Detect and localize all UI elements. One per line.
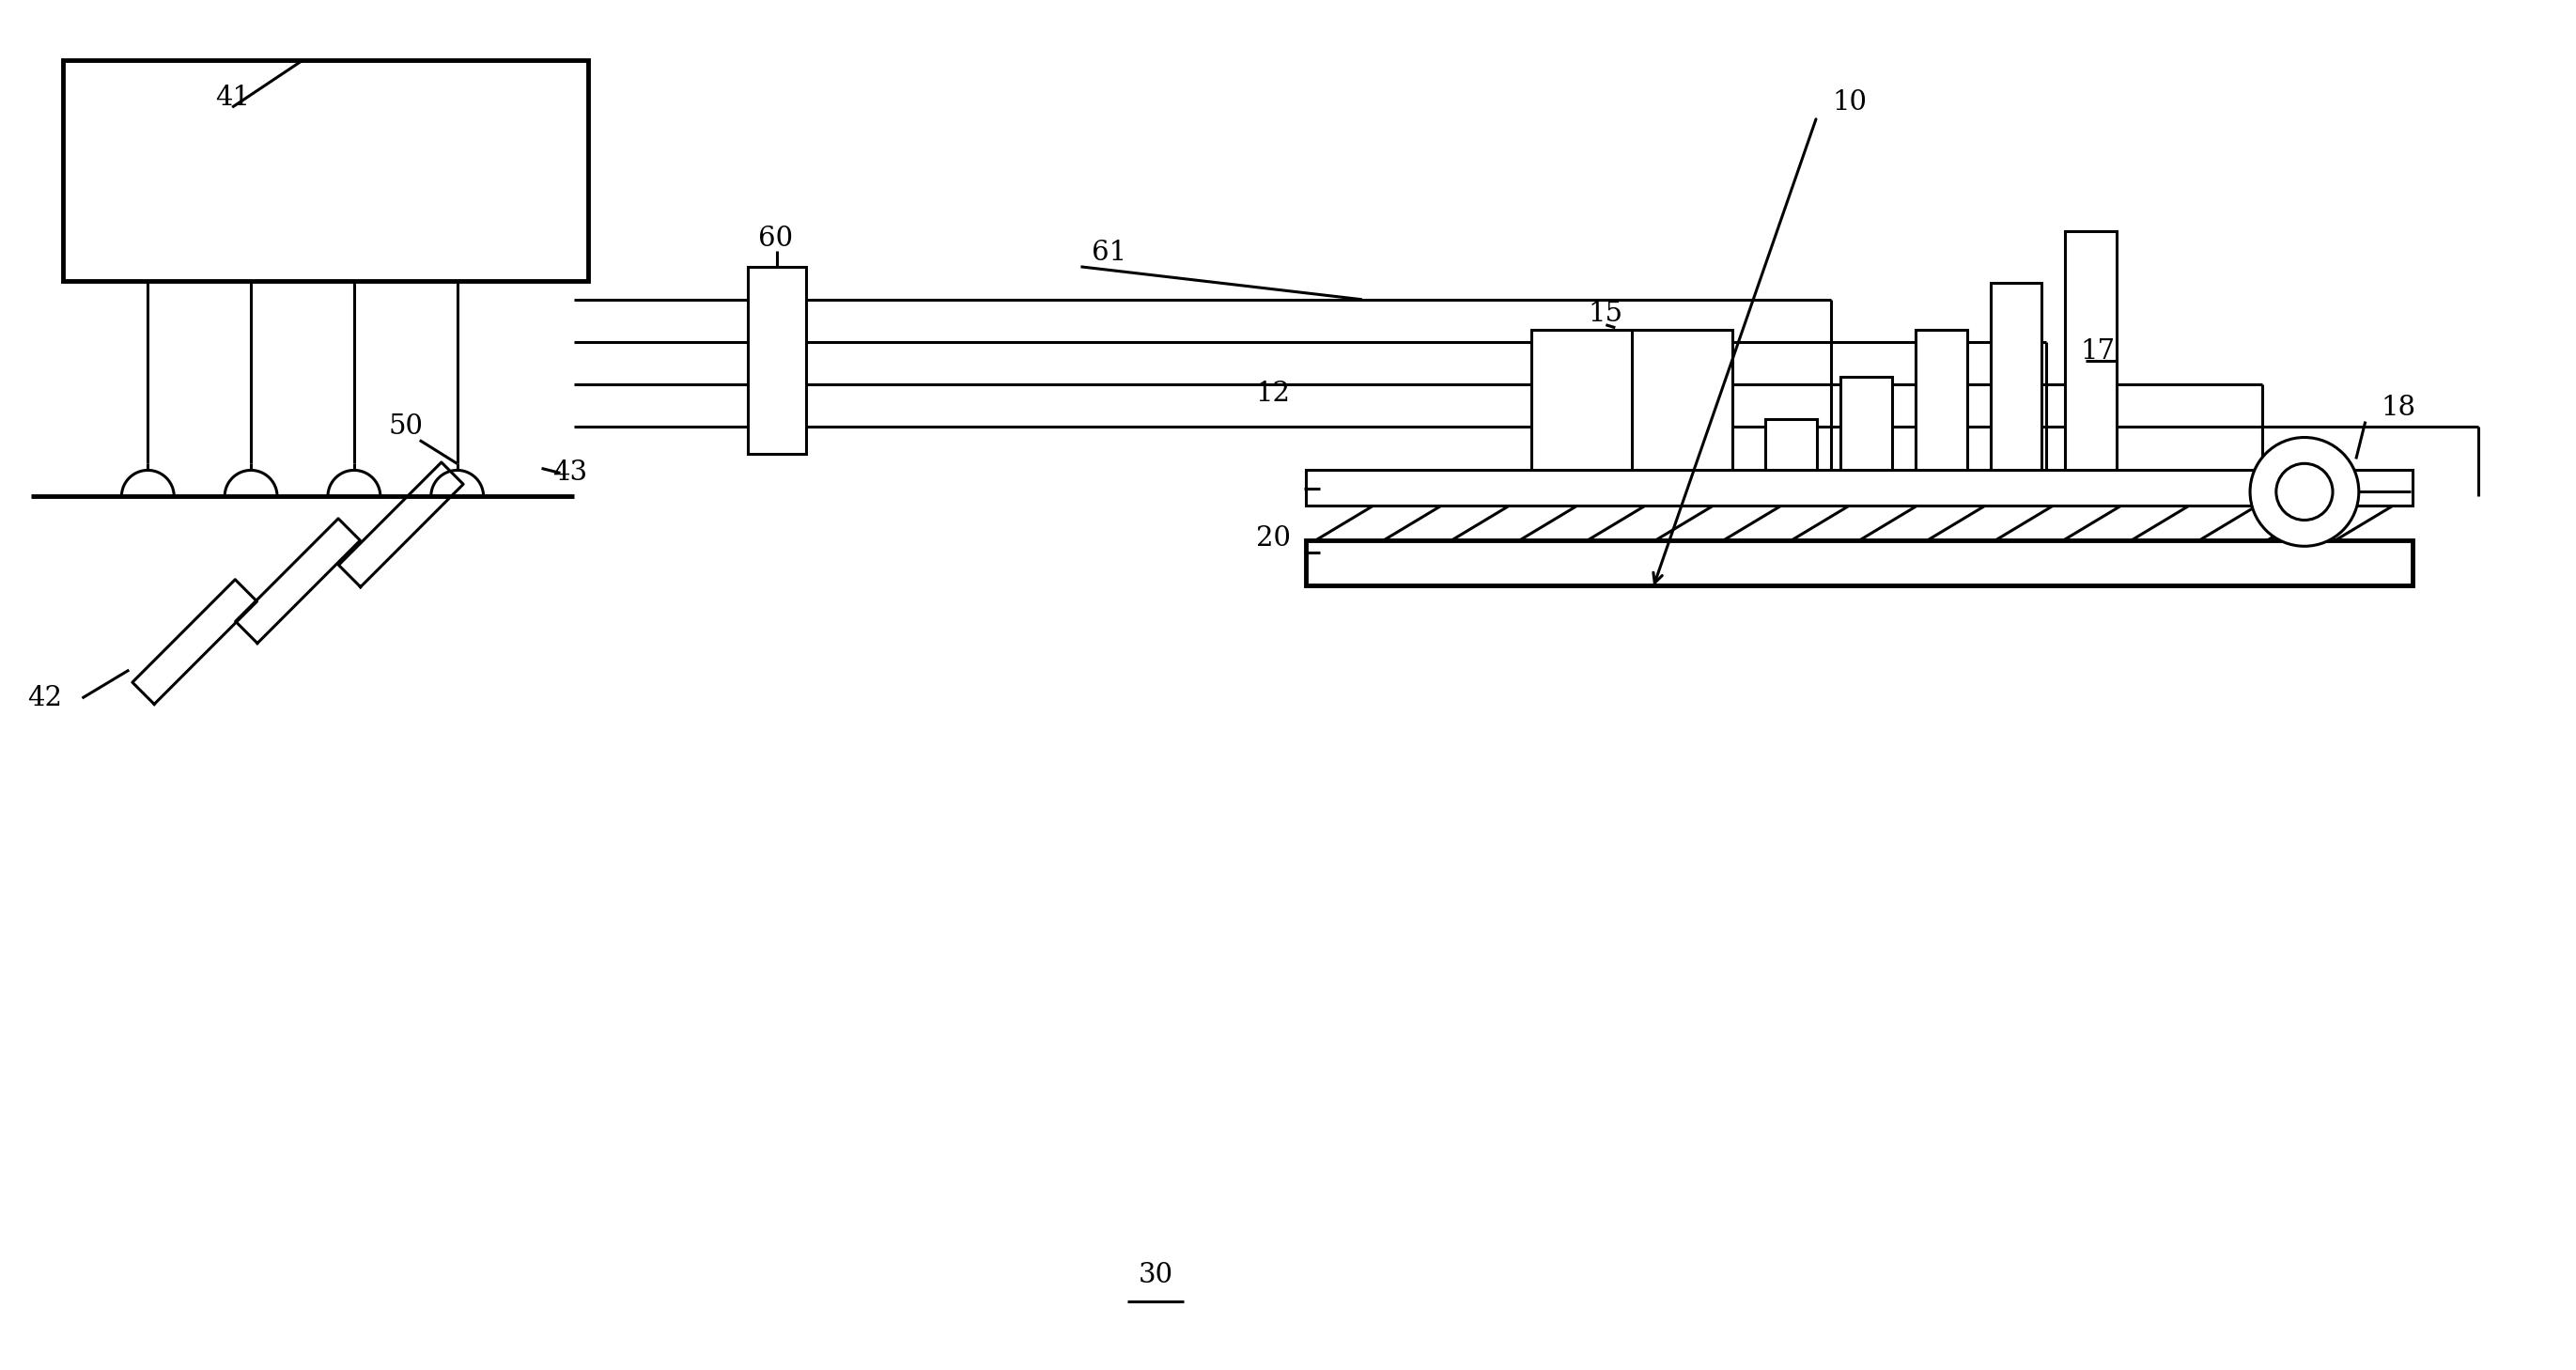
Bar [1530,330,1734,470]
Bar [64,60,587,281]
Text: 60: 60 [757,226,793,252]
Bar [1306,470,2411,506]
Text: 20: 20 [1255,526,1291,552]
Text: 42: 42 [28,685,62,711]
Text: 50: 50 [389,412,422,440]
Text: 43: 43 [551,460,587,486]
Text: 41: 41 [214,85,250,111]
Circle shape [2249,437,2360,547]
Bar [1839,377,1891,470]
Text: 15: 15 [1589,300,1623,327]
Circle shape [2277,463,2334,521]
Text: 12: 12 [1255,379,1291,407]
Bar [1991,282,2043,470]
Bar [2066,232,2117,470]
Text: 30: 30 [1139,1262,1172,1288]
Text: 18: 18 [2380,395,2416,421]
Bar [1917,330,1968,470]
Text: 10: 10 [1832,89,1868,115]
Text: 17: 17 [2081,338,2115,364]
Bar [747,267,806,455]
Bar [1306,541,2411,585]
Bar [1765,419,1816,470]
Text: 61: 61 [1092,240,1126,266]
